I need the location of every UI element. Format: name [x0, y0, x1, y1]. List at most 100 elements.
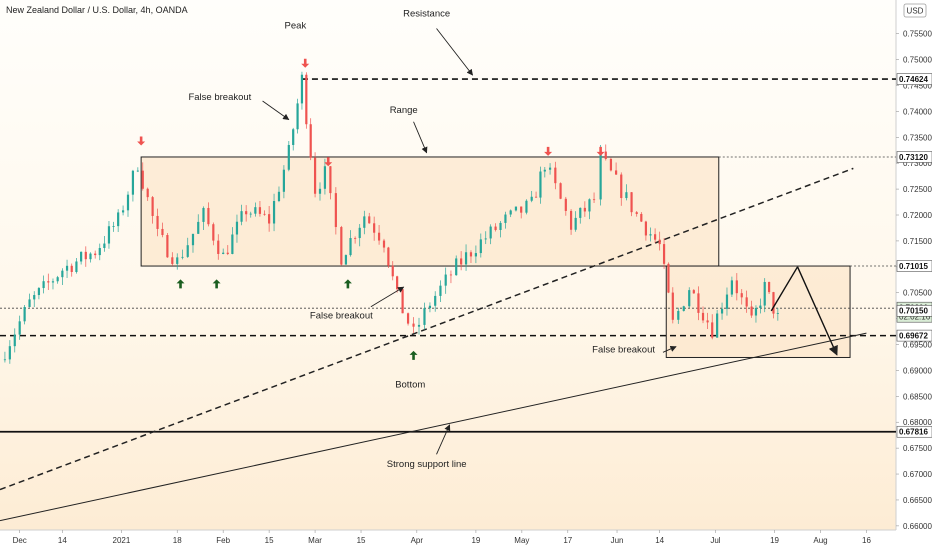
support-dashed-tag: 0.69672	[896, 329, 932, 342]
candle	[653, 228, 657, 243]
candle	[730, 276, 733, 298]
candle-body	[272, 201, 276, 224]
candle-body	[186, 245, 189, 257]
candle-body	[671, 292, 674, 320]
currency-button[interactable]: USD	[903, 3, 927, 18]
candle-body	[235, 221, 239, 235]
candle	[396, 275, 399, 293]
candle	[592, 192, 596, 203]
candle	[207, 202, 210, 227]
candle-body	[464, 252, 468, 265]
candle	[564, 196, 567, 216]
candle	[305, 72, 308, 129]
candle	[579, 207, 582, 224]
time-tick-label: Apr	[411, 536, 424, 545]
candle	[759, 298, 762, 314]
candle-body	[37, 288, 41, 296]
range-bottom-tag-label: 0.71015	[899, 262, 928, 271]
candle-body	[428, 305, 432, 309]
candle-body	[653, 234, 657, 240]
candle-body	[344, 255, 348, 265]
candle-body	[363, 216, 366, 228]
candle-body	[377, 232, 381, 241]
peak-down-arrow-3	[324, 157, 333, 167]
candle	[772, 291, 775, 319]
candle-body	[609, 158, 613, 171]
candle	[469, 250, 473, 264]
candle	[514, 206, 518, 212]
candle-body	[300, 74, 304, 104]
candle-body	[240, 211, 243, 222]
candle-body	[772, 292, 775, 314]
candle	[249, 211, 252, 218]
annotation-pointer	[413, 121, 428, 154]
annotation-pointer	[436, 28, 474, 76]
candle-body	[18, 321, 21, 335]
candle	[559, 182, 562, 200]
candle-body	[406, 313, 410, 324]
price-tick-label: 0.69500	[903, 341, 932, 350]
candle	[37, 287, 41, 300]
candle	[494, 223, 497, 232]
signal-arrows	[137, 58, 605, 360]
candle	[548, 163, 552, 175]
candle-body	[692, 290, 695, 294]
candle-body	[599, 151, 602, 200]
candle-body	[318, 188, 322, 194]
candle-body	[444, 274, 447, 286]
candle-body	[75, 261, 78, 272]
candle	[171, 252, 174, 266]
candle-body	[268, 214, 271, 224]
candle-body	[735, 280, 738, 294]
candle	[423, 302, 426, 330]
candle-body	[222, 252, 225, 254]
candle-body	[588, 199, 591, 212]
strong-support-tag-box	[896, 425, 932, 438]
projection-segment	[770, 266, 799, 312]
candle-body	[33, 295, 36, 300]
candle-body	[103, 243, 106, 249]
candle	[323, 158, 327, 195]
bottom-up-arrow-3	[343, 279, 352, 289]
annotation-pointer	[436, 424, 451, 455]
candle	[754, 305, 758, 323]
time-tick-label: 19	[471, 536, 480, 545]
price-axis[interactable]: 0.75500 0.75000 0.74500 0.74000 0.73500 0.730…	[896, 30, 932, 531]
candle-body	[191, 233, 195, 246]
candle-body	[579, 207, 582, 218]
candle-body	[630, 192, 633, 213]
candle	[439, 280, 442, 302]
annotation-label: False breakout	[592, 344, 655, 355]
candle	[363, 210, 366, 235]
candle-body	[84, 251, 87, 260]
candle	[671, 287, 674, 324]
annotation-label: Range	[390, 105, 418, 116]
range-boxes	[140, 156, 851, 358]
candle-body	[65, 265, 69, 271]
time-tick-label: Aug	[813, 536, 827, 545]
candle-body	[151, 197, 154, 216]
time-tick-label: 14	[655, 536, 664, 545]
candle-body	[682, 306, 685, 311]
candle	[543, 167, 546, 178]
annotation-pointer	[262, 100, 290, 121]
candle-body	[592, 199, 596, 201]
candle-body	[354, 238, 357, 239]
time-tick-label: 19	[770, 536, 779, 545]
candle-body	[292, 129, 295, 145]
bottom-up-arrow-1	[176, 279, 185, 289]
candle	[61, 268, 64, 285]
candle-body	[42, 281, 45, 289]
candle-body	[514, 206, 518, 211]
candle-body	[349, 238, 352, 256]
candle-body	[212, 224, 215, 241]
level-70150-tag-label: 0.70150	[899, 307, 928, 316]
candle-body	[494, 226, 497, 230]
price-tick-label: 0.71500	[903, 237, 932, 246]
candle	[282, 165, 285, 199]
candle	[176, 253, 179, 270]
time-axis-background	[0, 530, 932, 550]
time-axis[interactable]: Dec 14 2021 18 Feb 15 Mar 15 Apr 19 May 17 Jun 14 Jul 1…	[13, 530, 872, 545]
candle-body	[287, 144, 290, 170]
